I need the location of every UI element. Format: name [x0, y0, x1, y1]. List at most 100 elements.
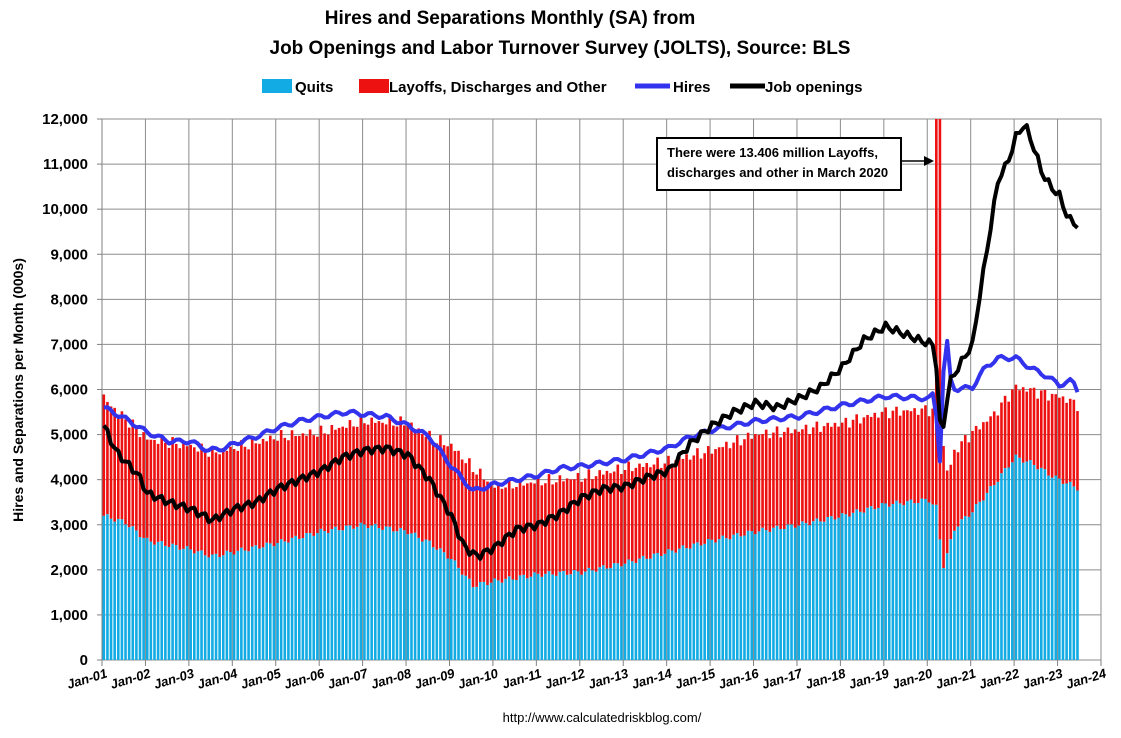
source-text: http://www.calculatedriskblog.com/ — [503, 710, 702, 725]
bar-quits — [449, 559, 453, 660]
bar-quits — [337, 530, 341, 660]
bar-layoffs — [515, 486, 518, 580]
bar-quits — [678, 548, 681, 660]
bar-layoffs — [804, 424, 808, 524]
bar-quits — [717, 539, 721, 660]
bar-layoffs — [641, 467, 645, 556]
bar-quits — [182, 548, 185, 660]
bar-layoffs — [706, 446, 710, 539]
bar-quits — [196, 551, 200, 660]
bar-quits — [786, 524, 790, 660]
bar-layoffs — [493, 487, 497, 579]
bar-quits — [840, 513, 844, 660]
bar-quits — [214, 553, 218, 660]
bar-layoffs — [594, 476, 598, 572]
bar-layoffs — [822, 426, 826, 522]
bar-layoffs — [345, 427, 348, 526]
bar-quits — [406, 534, 410, 660]
bar-layoffs — [352, 426, 355, 529]
bar-quits — [826, 516, 830, 660]
bar-quits — [352, 528, 355, 660]
bar-layoffs — [656, 457, 659, 553]
y-axis: 0 1,000 2,000 3,000 4,000 5,000 6,000 7,000 8,00… — [42, 111, 102, 669]
bar-layoffs — [189, 444, 192, 550]
bar-layoffs — [326, 434, 330, 534]
bar-quits — [746, 530, 750, 660]
bar-layoffs — [895, 406, 898, 501]
bar-layoffs — [985, 421, 989, 493]
bar-quits — [855, 509, 858, 660]
bar-layoffs — [953, 449, 956, 531]
bar-layoffs — [1054, 394, 1058, 476]
bar-layoffs — [732, 442, 735, 535]
bar-layoffs — [605, 470, 609, 569]
bar-layoffs — [439, 435, 442, 549]
bar-layoffs — [377, 421, 381, 529]
y-tick-label: 9,000 — [50, 246, 88, 263]
bar-layoffs — [772, 432, 775, 528]
bar-layoffs — [366, 424, 370, 529]
bar-layoffs — [153, 439, 156, 545]
bar-quits — [308, 533, 312, 660]
bar-quits — [113, 521, 116, 660]
bar-quits — [576, 571, 580, 660]
x-tick-label: Jan-22 — [977, 665, 1022, 692]
bar-layoffs — [529, 482, 533, 577]
bar-layoffs — [1014, 384, 1018, 455]
bar-quits — [909, 499, 913, 660]
bar-quits — [1036, 469, 1039, 660]
bar-layoffs — [920, 408, 924, 499]
bar-layoffs — [801, 429, 804, 522]
bar-layoffs — [135, 428, 138, 531]
x-tick-label: Jan-07 — [326, 665, 371, 692]
bar-quits — [1068, 481, 1072, 660]
bar-quits — [471, 587, 475, 660]
bar-layoffs — [392, 425, 395, 532]
bar-layoffs — [602, 474, 605, 566]
bar-layoffs — [558, 475, 562, 572]
bar-layoffs — [551, 484, 554, 575]
bar-layoffs — [504, 487, 507, 579]
bar-quits — [602, 565, 605, 660]
bar-layoffs — [395, 426, 399, 532]
x-tick-label: Jan-09 — [413, 665, 458, 692]
bar-layoffs — [609, 473, 612, 568]
bar-layoffs — [453, 450, 457, 561]
bar-quits — [728, 539, 732, 660]
bar-quits — [359, 522, 363, 660]
bar-layoffs — [960, 441, 963, 520]
bar-layoffs — [174, 443, 178, 546]
bar-layoffs — [902, 410, 906, 506]
bar-quits — [645, 558, 649, 660]
bar-quits — [739, 536, 743, 660]
bar-quits — [518, 575, 522, 660]
bar-layoffs — [739, 445, 743, 537]
bar-layoffs — [692, 455, 696, 544]
x-tick-label: Jan-04 — [195, 665, 240, 692]
bar-quits — [992, 485, 996, 660]
bar-layoffs — [167, 447, 171, 548]
bar-quits — [464, 575, 468, 660]
bar-layoffs — [982, 422, 985, 501]
bar-layoffs — [316, 436, 319, 534]
bar-quits — [721, 535, 725, 660]
bar-layoffs — [931, 408, 934, 505]
bar-layoffs — [725, 441, 728, 539]
bar-quits — [355, 526, 359, 660]
bar-quits — [837, 517, 840, 660]
bar-layoffs — [916, 414, 920, 503]
bar-layoffs — [171, 437, 174, 544]
bar-layoffs — [287, 440, 290, 543]
legend: Quits Layoffs, Discharges and Other Hire… — [262, 79, 863, 96]
bar-layoffs — [833, 422, 837, 520]
bar-quits — [457, 567, 460, 660]
y-tick-label: 11,000 — [43, 156, 88, 173]
bar-layoffs — [471, 472, 475, 588]
bar-quits — [424, 539, 428, 660]
bar-layoffs — [399, 416, 402, 528]
bar-quits — [670, 550, 674, 660]
bar-quits — [435, 549, 439, 660]
bar-quits — [334, 526, 337, 660]
bar-layoffs — [156, 443, 160, 542]
bar-layoffs — [746, 432, 750, 531]
